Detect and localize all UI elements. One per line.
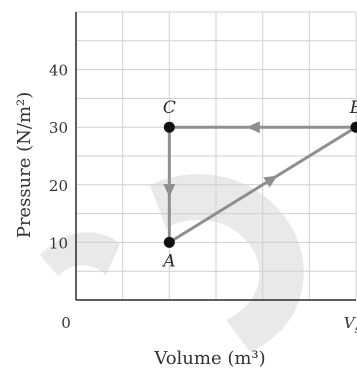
process-path	[163, 121, 357, 244]
state-label-b: B	[349, 98, 357, 118]
state-point-c	[163, 121, 175, 133]
y-axis-label: Pressure (N/m²)	[14, 92, 35, 239]
x-tick-label: 0	[61, 314, 71, 332]
direction-arrow-c-a	[163, 184, 176, 198]
state-point-labels: A B C	[161, 98, 357, 271]
x-tick-labels: 0 Vs	[61, 314, 357, 336]
state-points	[163, 121, 357, 248]
state-point-b	[350, 121, 357, 133]
state-point-a	[163, 236, 175, 248]
x-axis-label: Volume (m³)	[153, 348, 265, 369]
watermark-shape	[40, 174, 304, 352]
direction-arrow-b-c	[246, 121, 260, 134]
y-tick-label: 10	[49, 234, 68, 252]
y-tick-label: 30	[49, 119, 68, 137]
state-label-c: C	[163, 98, 176, 118]
y-tick-label: 40	[49, 62, 68, 80]
grid	[76, 11, 357, 300]
x-tick-label: Vs	[344, 314, 357, 336]
direction-arrow-a-b	[263, 175, 278, 188]
y-tick-labels: 10 20 30 40	[49, 62, 68, 253]
state-label-a: A	[161, 251, 175, 271]
y-tick-label: 20	[49, 177, 68, 195]
path-segment-a-b	[168, 125, 357, 244]
